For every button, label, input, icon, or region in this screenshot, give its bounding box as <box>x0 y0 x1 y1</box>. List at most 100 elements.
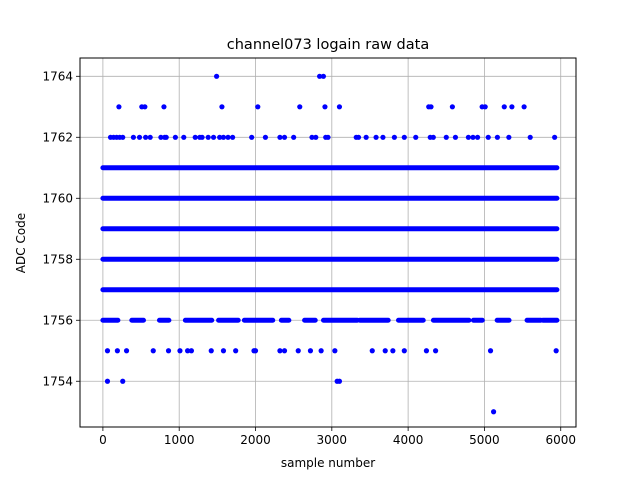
y-axis-label: ADC Code <box>14 213 28 273</box>
data-point <box>205 134 211 140</box>
data-point <box>262 134 269 140</box>
data-point <box>249 134 255 140</box>
data-point <box>332 348 338 354</box>
data-point <box>291 134 297 140</box>
data-point <box>449 104 455 110</box>
data-point <box>485 134 491 140</box>
data-point <box>172 134 178 140</box>
data-point <box>313 134 319 140</box>
data-point <box>430 134 436 140</box>
x-tick-label: 2000 <box>240 433 271 447</box>
data-point <box>277 348 283 354</box>
data-point <box>192 134 198 140</box>
data-point <box>210 134 217 140</box>
x-axis-label: sample number <box>281 456 375 470</box>
data-point <box>382 348 388 354</box>
data-point <box>369 348 375 354</box>
data-point <box>188 348 195 354</box>
data-point <box>423 348 430 354</box>
data-point <box>161 104 167 110</box>
data-point <box>391 134 397 140</box>
data-point <box>143 134 149 140</box>
data-point <box>470 134 476 140</box>
data-point <box>136 134 143 140</box>
y-tick-label: 1758 <box>42 252 73 266</box>
data-point <box>104 378 111 384</box>
data-point <box>220 134 227 140</box>
data-point <box>527 134 533 140</box>
x-tick-label: 5000 <box>469 433 500 447</box>
data-point <box>474 134 481 140</box>
data-point <box>553 348 559 354</box>
data-point <box>318 348 324 354</box>
data-point <box>252 348 259 354</box>
x-tick-label: 0 <box>99 433 107 447</box>
data-point <box>373 134 379 140</box>
data-point <box>281 134 288 140</box>
data-point <box>490 409 497 415</box>
data-point <box>213 73 220 79</box>
x-tick-label: 3000 <box>317 433 348 447</box>
data-point <box>230 134 236 140</box>
data-point <box>336 104 343 110</box>
data-point <box>317 73 323 79</box>
data-point <box>336 378 343 384</box>
data-point <box>432 348 439 354</box>
data-point <box>482 104 488 110</box>
data-point <box>255 104 261 110</box>
data-point <box>104 348 111 354</box>
data-point <box>177 348 183 354</box>
data-point <box>281 348 288 354</box>
data-point <box>390 348 396 354</box>
data-point <box>307 348 314 354</box>
data-point <box>401 348 407 354</box>
data-point <box>355 134 362 140</box>
data-point <box>225 134 231 140</box>
data-point <box>428 104 434 110</box>
data-point <box>130 134 137 140</box>
plot-area-frame <box>79 57 577 428</box>
data-point <box>506 134 512 140</box>
data-point <box>158 134 164 140</box>
data-point <box>147 134 153 140</box>
data-point <box>501 104 507 110</box>
data-point <box>120 134 126 140</box>
data-point <box>297 104 303 110</box>
data-point <box>309 134 315 140</box>
data-point <box>123 348 130 354</box>
data-point <box>401 134 407 140</box>
data-point <box>181 134 187 140</box>
y-tick-label: 1756 <box>42 313 73 327</box>
data-point <box>509 104 515 110</box>
y-tick-label: 1760 <box>42 191 73 205</box>
data-point <box>165 348 172 354</box>
chart-title: channel073 logain raw data <box>227 37 429 53</box>
data-point <box>163 134 169 140</box>
data-point <box>277 134 283 140</box>
data-point <box>295 348 301 354</box>
data-point <box>494 134 501 140</box>
data-point <box>363 134 369 140</box>
data-point <box>487 348 494 354</box>
data-point <box>452 134 459 140</box>
data-point <box>413 134 419 140</box>
data-point <box>380 134 386 140</box>
data-point <box>199 134 205 140</box>
data-point <box>325 134 331 140</box>
data-point <box>320 73 327 79</box>
data-point <box>465 134 472 140</box>
y-tick-label: 1754 <box>42 374 73 388</box>
data-point <box>552 134 558 140</box>
x-tick-label: 1000 <box>164 433 195 447</box>
x-tick-label: 6000 <box>545 433 576 447</box>
data-point <box>219 104 225 110</box>
y-tick-label: 1764 <box>42 69 73 83</box>
data-point <box>184 348 191 354</box>
data-point <box>208 348 214 354</box>
data-point <box>116 104 122 110</box>
data-point <box>521 104 527 110</box>
x-tick-label: 4000 <box>393 433 424 447</box>
data-point <box>233 348 239 354</box>
